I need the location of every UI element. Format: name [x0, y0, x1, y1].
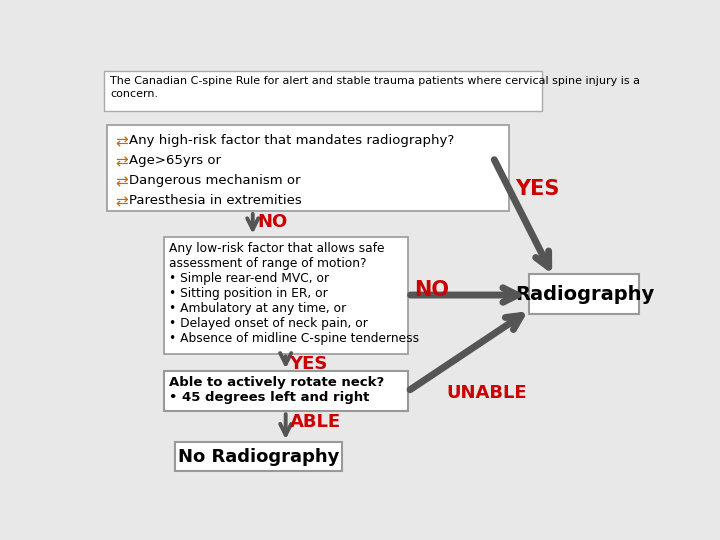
Text: Any low-risk factor that allows safe
assessment of range of motion?
• Simple rea: Any low-risk factor that allows safe ass… — [169, 242, 419, 345]
Text: ABLE: ABLE — [289, 413, 341, 431]
Text: Paresthesia in extremities: Paresthesia in extremities — [129, 194, 302, 207]
Text: Age>65yrs or: Age>65yrs or — [129, 154, 221, 167]
FancyBboxPatch shape — [529, 274, 639, 314]
Text: No Radiography: No Radiography — [178, 448, 339, 465]
Text: Any high-risk factor that mandates radiography?: Any high-risk factor that mandates radio… — [129, 134, 454, 147]
Text: NO: NO — [258, 213, 288, 231]
Text: YES: YES — [289, 355, 328, 373]
FancyBboxPatch shape — [163, 237, 408, 354]
Text: UNABLE: UNABLE — [446, 384, 527, 402]
Text: Able to actively rotate neck?
• 45 degrees left and right: Able to actively rotate neck? • 45 degre… — [169, 376, 384, 404]
FancyBboxPatch shape — [163, 372, 408, 411]
Text: ⇄: ⇄ — [114, 154, 127, 169]
Text: Radiography: Radiography — [515, 285, 654, 304]
Text: The Canadian C-spine Rule for alert and stable trauma patients where cervical sp: The Canadian C-spine Rule for alert and … — [110, 76, 640, 86]
Text: concern.: concern. — [110, 89, 158, 99]
Text: NO: NO — [414, 280, 449, 300]
Text: ⇄: ⇄ — [114, 134, 127, 149]
FancyBboxPatch shape — [104, 71, 542, 111]
FancyBboxPatch shape — [107, 125, 508, 211]
Text: YES: YES — [515, 179, 559, 199]
Text: ⇄: ⇄ — [114, 194, 127, 209]
Text: ⇄: ⇄ — [114, 174, 127, 189]
FancyBboxPatch shape — [175, 442, 342, 471]
Text: Dangerous mechanism or: Dangerous mechanism or — [129, 174, 300, 187]
